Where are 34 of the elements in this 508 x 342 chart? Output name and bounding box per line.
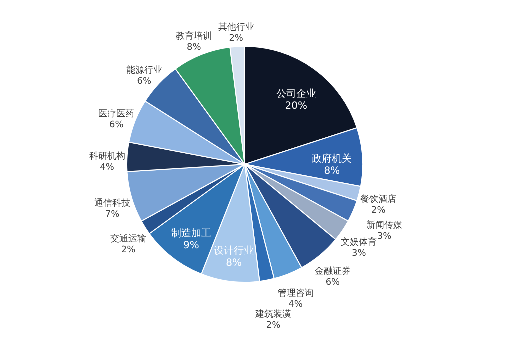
slice-label: 餐饮酒店 — [360, 194, 397, 205]
data-label: 8% — [226, 258, 242, 270]
slice-label: 制造加工 — [171, 227, 212, 240]
slice-label: 金融证券 — [314, 266, 351, 277]
data-label: 6% — [137, 77, 152, 88]
slice-label: 文娱体育 — [341, 237, 378, 248]
data-label: 7% — [105, 210, 120, 220]
slice-label: 建筑装潢 — [254, 308, 292, 320]
data-label: 4% — [288, 300, 304, 310]
slice-label: 医疗医药 — [98, 108, 135, 120]
data-label: 2% — [266, 320, 282, 331]
slice-label: 新闻传媒 — [366, 220, 402, 231]
data-label: 3% — [377, 232, 392, 242]
slice-label: 公司企业 — [276, 88, 316, 100]
slice-label: 科研机构 — [89, 150, 126, 162]
slice-label: 教育培训 — [176, 31, 212, 42]
data-label: 2% — [372, 206, 386, 216]
slice-label: 管理咨询 — [278, 288, 314, 299]
data-label: 6% — [110, 120, 124, 131]
data-label: 3% — [352, 249, 367, 260]
slice-label: 其他行业 — [218, 22, 254, 33]
data-label: 20% — [285, 100, 308, 112]
data-label: 8% — [187, 43, 202, 54]
data-label: 9% — [184, 240, 200, 252]
slice-label: 通信科技 — [94, 198, 130, 209]
data-label: 8% — [324, 166, 340, 178]
data-label: 4% — [100, 162, 115, 173]
slice-label: 交通运输 — [110, 233, 146, 244]
slice-label: 设计行业 — [214, 245, 254, 258]
slice-label: 能源行业 — [126, 65, 162, 76]
data-label: 6% — [326, 278, 341, 288]
data-label: 2% — [121, 245, 136, 256]
data-label: 2% — [229, 34, 244, 44]
slice-label: 政府机关 — [312, 153, 352, 166]
